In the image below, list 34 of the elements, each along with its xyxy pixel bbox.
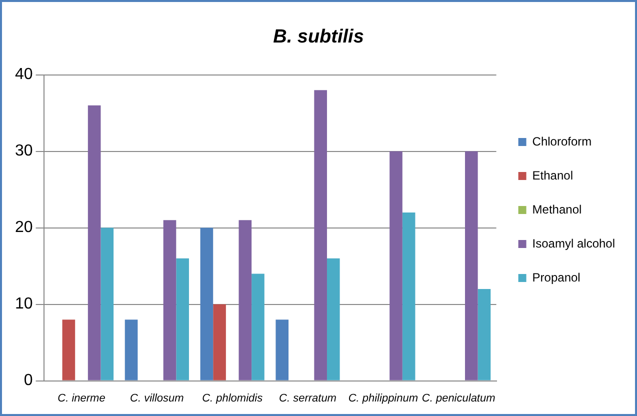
bar — [88, 105, 101, 380]
bar — [326, 258, 340, 380]
bar — [100, 228, 114, 380]
bar — [238, 220, 252, 380]
bar — [200, 228, 214, 380]
bar — [478, 289, 491, 380]
x-tick-label: C. philippinum — [348, 392, 418, 404]
y-tick-label: 40 — [15, 66, 33, 84]
bar — [314, 90, 327, 380]
x-tick-label: C. serratum — [279, 392, 336, 404]
legend-label: Propanol — [532, 270, 580, 284]
y-tick-label: 10 — [15, 296, 33, 313]
x-tick-label: C. inerme — [58, 392, 106, 404]
x-tick-label: C. phlomidis — [202, 392, 264, 404]
legend-label: Chloroform — [532, 134, 592, 148]
x-tick-label: C. peniculatum — [422, 392, 496, 404]
chart-title: B. subtilis — [273, 26, 364, 48]
bar — [213, 304, 226, 380]
legend-label: Methanol — [532, 202, 582, 216]
y-tick-label: 0 — [24, 372, 33, 390]
bar — [402, 212, 416, 380]
bar — [276, 320, 289, 380]
x-tick-label: C. villosum — [130, 392, 184, 404]
bar — [176, 258, 189, 380]
bar — [390, 151, 402, 380]
bar — [124, 320, 138, 380]
legend-label: Ethanol — [532, 168, 573, 182]
y-tick-label: 30 — [15, 142, 33, 160]
bar — [163, 220, 176, 380]
legend-label: Isoamyl alcohol — [532, 236, 616, 250]
bar — [252, 274, 264, 380]
y-tick-label: 20 — [15, 219, 33, 236]
bar — [464, 151, 478, 380]
bar — [62, 320, 76, 380]
